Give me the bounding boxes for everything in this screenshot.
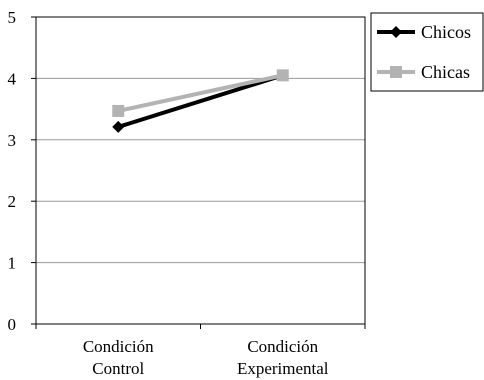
x-tick-label: Condición Experimental xyxy=(237,337,329,378)
series-line-chicos xyxy=(117,73,284,129)
y-tick-label: 2 xyxy=(8,192,17,211)
grid-lines xyxy=(36,77,365,264)
y-tick-label: 3 xyxy=(8,131,17,150)
legend: Chicos Chicas xyxy=(370,12,484,92)
y-tick-label: 4 xyxy=(8,69,17,88)
data-point-chicas xyxy=(276,69,289,82)
legend-marker-chicas xyxy=(390,66,402,78)
legend-box xyxy=(370,12,484,92)
legend-label-chicos: Chicos xyxy=(421,22,471,42)
axes: 0 1 2 3 4 5 Condición Control Condición Experimen… xyxy=(8,8,366,378)
legend-label-chicas: Chicas xyxy=(421,62,470,82)
data-point-chicas xyxy=(112,104,125,117)
series-line-chicas xyxy=(117,73,284,113)
series-layer xyxy=(112,69,289,133)
y-tick-label: 1 xyxy=(8,254,17,273)
x-tick-label: Condición Control xyxy=(83,337,154,378)
y-tick-label: 5 xyxy=(8,8,17,27)
data-point-chicos xyxy=(112,120,125,133)
legend-marker-chicos xyxy=(390,26,402,38)
plot-frame xyxy=(35,16,366,325)
y-tick-label: 0 xyxy=(8,315,17,334)
